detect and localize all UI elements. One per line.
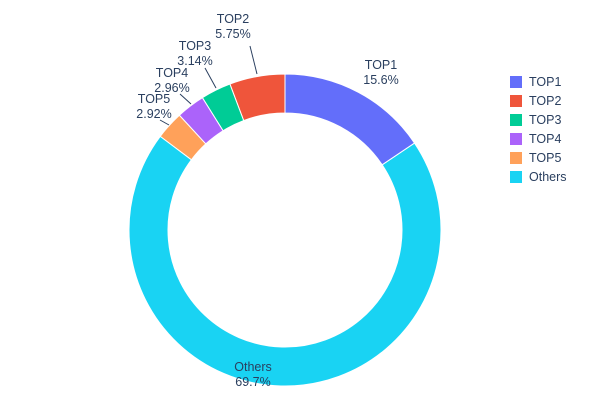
legend-swatch-top4 xyxy=(510,132,522,145)
pie-slice-others[interactable] xyxy=(128,135,442,387)
slice-label-top3-name: TOP3 xyxy=(178,39,212,53)
slice-label-top1: TOP1 15.6% xyxy=(363,58,398,88)
slice-label-top5-pct: 2.92% xyxy=(136,107,172,121)
legend-item-others[interactable]: Others xyxy=(510,167,567,186)
legend-item-top1[interactable]: TOP1 xyxy=(510,72,567,91)
slice-label-top4-name: TOP4 xyxy=(155,66,189,80)
slice-label-top4: TOP4 2.96% xyxy=(154,66,189,96)
slice-label-top2-pct: 5.75% xyxy=(215,27,251,41)
slice-label-top5: TOP5 2.92% xyxy=(136,92,171,122)
slice-label-top3-pct: 3.14% xyxy=(177,54,213,68)
legend-swatch-top1 xyxy=(510,75,522,88)
legend-item-top5[interactable]: TOP5 xyxy=(510,148,567,167)
legend-label-others: Others xyxy=(529,169,567,184)
pie-slice-top5[interactable] xyxy=(159,114,207,161)
legend-label-top1: TOP1 xyxy=(529,74,562,89)
slice-label-others: Others 69.7% xyxy=(234,360,272,390)
legend-item-top4[interactable]: TOP4 xyxy=(510,129,567,148)
pie-slice-top4[interactable] xyxy=(178,96,224,145)
leader-line-top3 xyxy=(204,67,217,89)
legend-label-top4: TOP4 xyxy=(529,131,562,146)
legend-label-top2: TOP2 xyxy=(529,93,562,108)
slice-label-top2-name: TOP2 xyxy=(216,12,250,26)
legend-swatch-top5 xyxy=(510,151,522,164)
pie-slice-top1[interactable] xyxy=(284,73,416,166)
slice-label-top2: TOP2 5.75% xyxy=(215,12,250,42)
slice-label-top1-pct: 15.6% xyxy=(363,73,399,87)
pie-slice-top3[interactable] xyxy=(201,83,245,132)
legend-item-top3[interactable]: TOP3 xyxy=(510,110,567,129)
legend-label-top3: TOP3 xyxy=(529,112,562,127)
legend: TOP1 TOP2 TOP3 TOP4 TOP5 Others xyxy=(510,72,567,186)
slice-label-top3: TOP3 3.14% xyxy=(177,39,212,69)
slice-label-others-name: Others xyxy=(234,360,272,374)
leader-line-top5 xyxy=(159,119,170,126)
slice-label-others-pct: 69.7% xyxy=(235,375,271,389)
legend-label-top5: TOP5 xyxy=(529,150,562,165)
leader-line-top4 xyxy=(179,93,192,105)
legend-swatch-top3 xyxy=(510,113,522,126)
legend-swatch-top2 xyxy=(510,94,522,107)
legend-swatch-others xyxy=(510,170,522,183)
slice-label-top5-name: TOP5 xyxy=(137,92,171,106)
legend-item-top2[interactable]: TOP2 xyxy=(510,91,567,110)
slice-label-top4-pct: 2.96% xyxy=(154,81,190,95)
slice-label-top1-name: TOP1 xyxy=(364,58,398,72)
leader-line-top2 xyxy=(249,45,258,75)
